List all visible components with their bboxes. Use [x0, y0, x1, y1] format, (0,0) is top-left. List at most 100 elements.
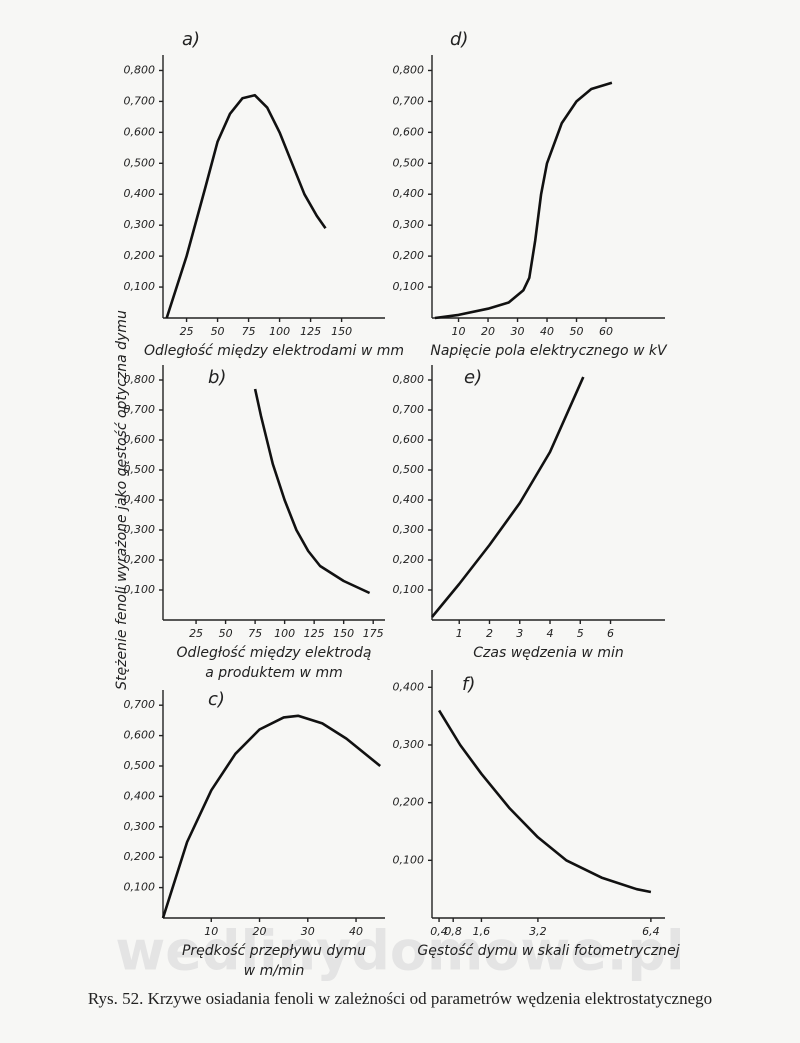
- y-tick-label: 0,500: [124, 759, 156, 772]
- x-tick-label: 25: [180, 325, 194, 338]
- y-tick-label: 0,200: [393, 553, 425, 566]
- y-tick-label: 0,400: [393, 493, 425, 506]
- line: [430, 376, 585, 618]
- chart: wedlinydomowe.pl Stężenie fenoli wyrażon…: [114, 29, 685, 983]
- line: [434, 81, 613, 320]
- y-tick-label: 0,100: [124, 280, 156, 293]
- panel-label: a): [182, 29, 200, 50]
- y-tick-label: 0,100: [393, 853, 425, 866]
- y-tick-label: 0,700: [124, 94, 156, 107]
- y-tick-label: 0,300: [124, 820, 156, 833]
- y-tick-label: 0,500: [393, 156, 425, 169]
- x-tick-label: 50: [570, 325, 584, 338]
- line: [161, 714, 382, 919]
- line: [253, 388, 371, 595]
- line: [437, 709, 652, 894]
- x-tick-label: 100: [269, 325, 290, 338]
- x-tick-label: 125: [300, 325, 321, 338]
- y-tick-label: 0,400: [124, 187, 156, 200]
- y-tick-label: 0,600: [393, 125, 425, 138]
- x-tick-label: 175: [363, 627, 384, 640]
- y-tick-label: 0,300: [393, 738, 425, 751]
- x-tick-label: 40: [349, 925, 363, 938]
- y-tick-label: 0,200: [393, 796, 425, 809]
- x-tick-label: 1: [456, 627, 463, 640]
- y-tick-label: 0,600: [124, 433, 156, 446]
- caption: Rys. 52. Krzywe osiadania fenoli w zależ…: [87, 989, 713, 1008]
- x-tick-label: 50: [211, 325, 225, 338]
- y-tick-label: 0,400: [124, 789, 156, 802]
- y-tick-label: 0,700: [393, 403, 425, 416]
- y-tick-label: 0,100: [124, 881, 156, 894]
- x-tick-label: 30: [511, 325, 525, 338]
- x-tick-label: 20: [253, 925, 267, 938]
- x-tick-label: 4: [547, 627, 554, 640]
- x-tick-label: 10: [452, 325, 466, 338]
- x-axis-label: Odległość między elektrodami w mm: [144, 343, 404, 359]
- x-tick-label: 50: [219, 627, 233, 640]
- x-tick-label: 40: [540, 325, 554, 338]
- panel-label: f): [462, 674, 475, 695]
- x-axis-label: Gęstość dymu w skali fotometrycznej: [417, 943, 679, 959]
- y-tick-label: 0,800: [124, 373, 156, 386]
- x-axis-label: Odległość między elektrodą: [177, 645, 372, 661]
- x-tick-label: 150: [331, 325, 352, 338]
- x-tick-label: 3: [516, 627, 523, 640]
- y-tick-label: 0,300: [393, 523, 425, 536]
- x-tick-label: 75: [242, 325, 256, 338]
- panel-label: c): [208, 689, 225, 710]
- y-tick-label: 0,100: [393, 583, 425, 596]
- y-tick-label: 0,700: [124, 698, 156, 711]
- x-tick-label: 150: [333, 627, 354, 640]
- x-tick-label: 0,4: [430, 925, 448, 938]
- y-tick-label: 0,200: [124, 249, 156, 262]
- y-tick-label: 0,300: [124, 218, 156, 231]
- x-axis-label: w m/min: [244, 963, 305, 979]
- y-axis-label: Stężenie fenoli wyrażone jako gęstość op…: [114, 310, 130, 690]
- y-tick-label: 0,600: [393, 433, 425, 446]
- x-axis-label: Prędkość przepływu dymu: [182, 943, 366, 959]
- y-tick-label: 0,100: [393, 280, 425, 293]
- x-tick-label: 5: [577, 627, 584, 640]
- y-tick-label: 0,400: [393, 680, 425, 693]
- y-tick-label: 0,600: [124, 729, 156, 742]
- x-tick-label: 6: [607, 627, 614, 640]
- y-tick-label: 0,800: [393, 373, 425, 386]
- y-tick-label: 0,300: [393, 218, 425, 231]
- panel-label: d): [450, 29, 468, 50]
- x-tick-label: 3,2: [529, 925, 547, 938]
- x-tick-label: 25: [189, 627, 203, 640]
- x-axis-label: Czas wędzenia w min: [473, 645, 623, 661]
- y-tick-label: 0,400: [124, 493, 156, 506]
- panel-label: e): [464, 367, 482, 388]
- y-tick-label: 0,200: [393, 249, 425, 262]
- y-tick-label: 0,700: [124, 403, 156, 416]
- y-tick-label: 0,500: [393, 463, 425, 476]
- x-tick-label: 2: [486, 627, 493, 640]
- x-tick-label: 20: [481, 325, 495, 338]
- x-tick-label: 1,6: [473, 925, 491, 938]
- y-tick-label: 0,500: [124, 463, 156, 476]
- y-tick-label: 0,500: [124, 156, 156, 169]
- y-tick-label: 0,800: [393, 63, 425, 76]
- y-tick-label: 0,300: [124, 523, 156, 536]
- y-tick-label: 0,600: [124, 125, 156, 138]
- x-tick-label: 30: [301, 925, 315, 938]
- watermark: wedlinydomowe.pl: [115, 920, 684, 983]
- panel-label: b): [208, 367, 226, 388]
- x-tick-label: 0,8: [444, 925, 462, 938]
- x-axis-label: a produktem w mm: [205, 665, 342, 681]
- x-tick-label: 100: [274, 627, 295, 640]
- x-tick-label: 125: [304, 627, 325, 640]
- x-tick-label: 60: [599, 325, 613, 338]
- x-tick-label: 6,4: [642, 925, 660, 938]
- y-tick-label: 0,200: [124, 850, 156, 863]
- y-tick-label: 0,800: [124, 63, 156, 76]
- y-tick-label: 0,200: [124, 553, 156, 566]
- y-tick-label: 0,700: [393, 94, 425, 107]
- line: [165, 93, 327, 319]
- y-tick-label: 0,100: [124, 583, 156, 596]
- x-axis-label: Napięcie pola elektrycznego w kV: [430, 343, 668, 359]
- x-tick-label: 10: [204, 925, 218, 938]
